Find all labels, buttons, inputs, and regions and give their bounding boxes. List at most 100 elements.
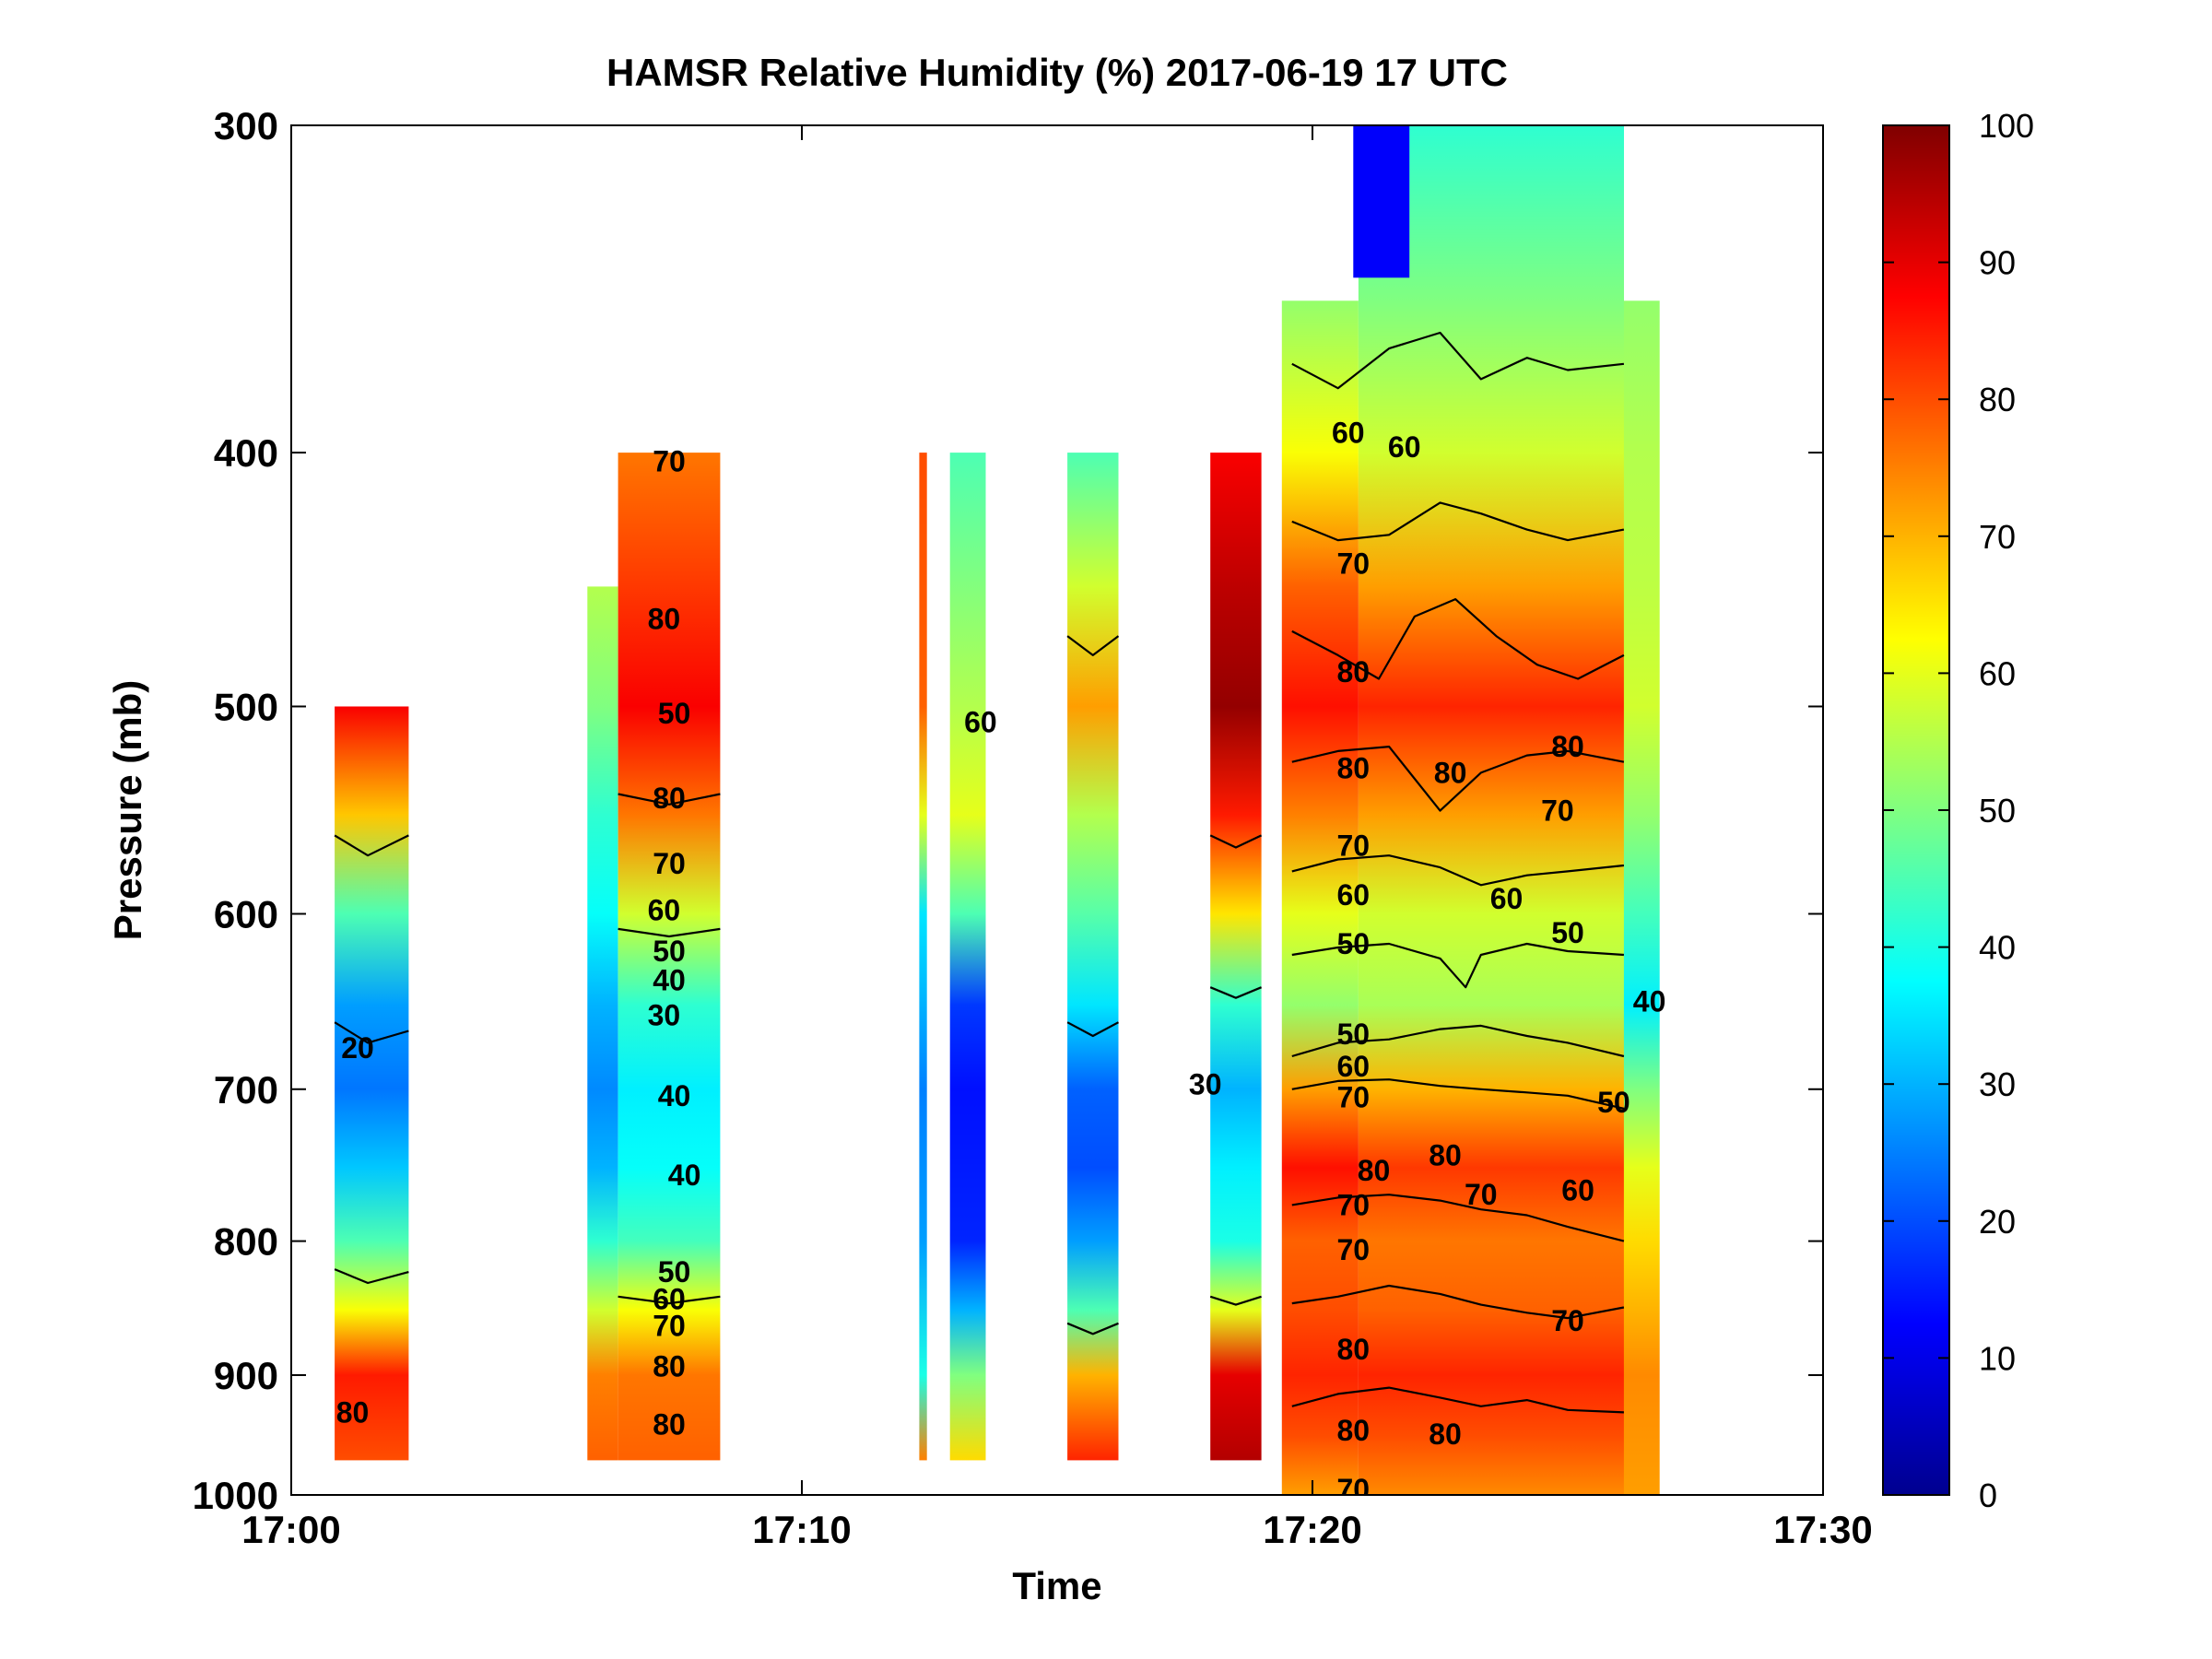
contour-labels: 2080708050807060504030404050607080806030…	[336, 416, 1666, 1506]
x-tick-label: 17:10	[752, 1508, 851, 1551]
contour-line	[334, 1021, 409, 1044]
humidity-strip	[919, 453, 927, 1461]
colorbar-tick-label: 60	[1979, 654, 2016, 692]
y-tick-label: 300	[214, 104, 278, 147]
contour-label: 50	[658, 697, 691, 730]
contour-label: 40	[658, 1079, 691, 1112]
contour-label: 80	[1429, 1139, 1462, 1172]
humidity-strip	[1067, 453, 1119, 1461]
contour-label: 40	[668, 1159, 701, 1192]
contour-line	[1291, 942, 1624, 989]
contour-line	[618, 793, 721, 806]
contour-label: 80	[1337, 655, 1371, 688]
humidity-strip	[618, 453, 721, 1461]
contour-label: 80	[653, 782, 686, 815]
contour-line	[334, 834, 409, 857]
colorbar-tick-label: 10	[1979, 1339, 2016, 1377]
contour-label: 30	[648, 999, 681, 1032]
contour-label: 80	[336, 1395, 370, 1429]
contour-label: 60	[1337, 1050, 1371, 1083]
contour-line	[1291, 1284, 1625, 1320]
contour-label: 70	[1465, 1178, 1498, 1211]
contour-line	[618, 1295, 721, 1305]
contour-label: 80	[1337, 752, 1371, 785]
contour-label: 80	[1551, 730, 1584, 763]
chart-title: HAMSR Relative Humidity (%) 2017-06-19 1…	[606, 51, 1508, 94]
humidity-strip	[587, 586, 618, 1461]
contour-line	[1066, 1021, 1120, 1038]
y-tick-label: 600	[214, 893, 278, 936]
humidity-strip	[1623, 300, 1660, 1495]
colorbar-tick-label: 30	[1979, 1065, 2016, 1103]
contour-label: 70	[653, 847, 686, 880]
colorbar-tick-label: 0	[1979, 1477, 1997, 1514]
colorbar-tick-label: 20	[1979, 1203, 2016, 1241]
contour-line	[1291, 1386, 1624, 1414]
y-axis-label: Pressure (mb)	[106, 680, 149, 940]
contour-label: 70	[653, 1310, 686, 1343]
contour-label: 70	[1337, 1473, 1371, 1506]
colorbar-tick-label: 40	[1979, 929, 2016, 967]
contour-label: 70	[1337, 1188, 1371, 1221]
y-tick-label: 400	[214, 431, 278, 475]
contour-line	[1291, 331, 1625, 390]
contour-label: 70	[1541, 794, 1574, 828]
y-tick-label: 700	[214, 1068, 278, 1112]
contour-line	[1066, 1322, 1119, 1335]
humidity-strip	[1358, 125, 1624, 1495]
contour-line	[1209, 834, 1263, 849]
contour-label: 70	[653, 444, 686, 477]
contour-label: 50	[1337, 927, 1371, 960]
contour-label: 30	[1189, 1068, 1222, 1101]
y-axis-ticks: 300 400 500 600 700 800 900 1000	[193, 104, 1823, 1517]
contour-label: 40	[653, 963, 686, 996]
contour-label: 80	[653, 1408, 686, 1441]
contour-label: 80	[1434, 756, 1467, 789]
y-tick-label: 500	[214, 685, 278, 728]
contour-line	[1291, 1024, 1625, 1058]
contour-label: 80	[1358, 1154, 1391, 1187]
contour-line	[1291, 1194, 1625, 1242]
contour-label: 60	[653, 1283, 686, 1316]
contour-line	[1291, 597, 1625, 680]
contour-label: 50	[1337, 1018, 1371, 1051]
contour-line	[1291, 745, 1625, 812]
humidity-strips	[335, 125, 1660, 1495]
contour-label: 70	[1337, 829, 1371, 862]
colorbar-ticks: 0 10 20 30 40 50 60 70 80 90 100	[1883, 107, 2034, 1514]
contour-label: 80	[653, 1349, 686, 1382]
humidity-strip	[1353, 125, 1410, 278]
contour-label: 50	[1551, 916, 1584, 949]
humidity-strip	[1210, 453, 1262, 1461]
contour-label: 80	[1337, 1414, 1371, 1447]
colorbar-tick-label: 70	[1979, 518, 2016, 556]
contour-label: 60	[1388, 430, 1421, 464]
contour-line	[334, 1268, 409, 1285]
contour-label: 80	[1429, 1418, 1462, 1451]
x-tick-label: 17:30	[1773, 1508, 1872, 1551]
colorbar: 0 10 20 30 40 50 60 70 80 90 100	[1882, 107, 2034, 1514]
contour-label: 40	[1633, 985, 1666, 1018]
y-tick-label: 800	[214, 1220, 278, 1264]
contour-label: 70	[1337, 1081, 1371, 1114]
contour-label: 80	[1337, 1333, 1371, 1366]
plot-area: 2080708050807060504030404050607080806030…	[334, 125, 1666, 1506]
contour-line	[618, 927, 721, 938]
colorbar-tick-label: 90	[1979, 244, 2016, 282]
contour-label: 70	[1337, 547, 1371, 581]
y-tick-label: 1000	[193, 1474, 278, 1517]
contour-label: 70	[1337, 1233, 1371, 1266]
contour-label: 50	[653, 935, 686, 968]
colorbar-tick-label: 100	[1979, 107, 2034, 145]
colorbar-tick-label: 50	[1979, 792, 2016, 830]
contour-label: 60	[1490, 882, 1524, 915]
colorbar-tick-label: 80	[1979, 381, 2016, 418]
contour-label: 60	[964, 706, 997, 739]
contour-lines	[334, 331, 1625, 1414]
contour-line	[1291, 501, 1625, 542]
humidity-strip	[335, 706, 409, 1461]
humidity-strip	[949, 453, 986, 1461]
contour-label: 60	[1332, 416, 1365, 449]
x-tick-label: 17:00	[241, 1508, 340, 1551]
